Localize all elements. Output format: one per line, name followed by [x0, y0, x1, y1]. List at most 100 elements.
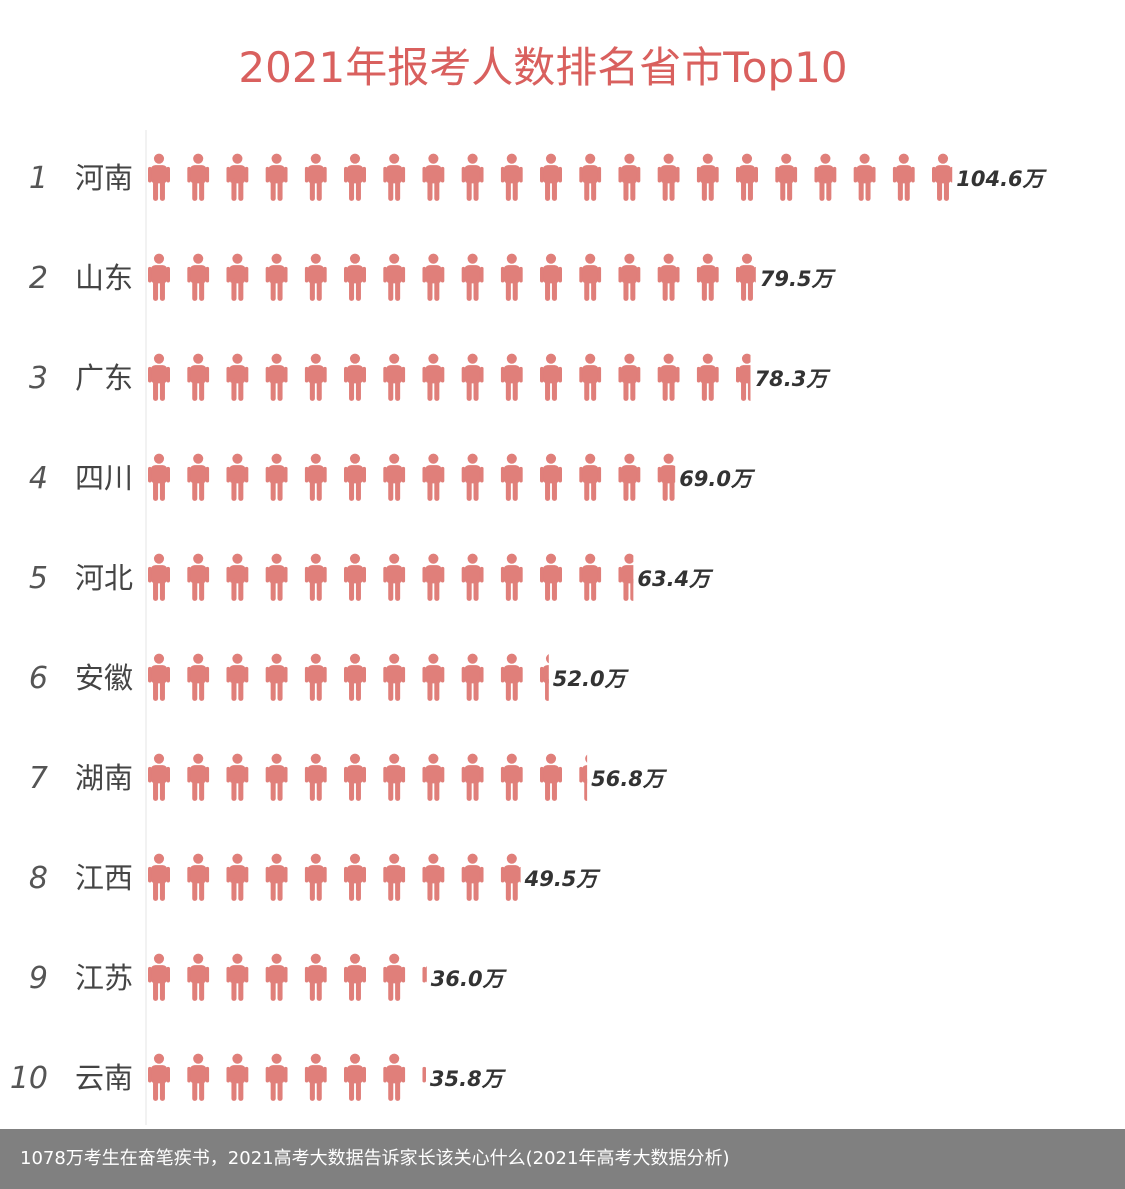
person-icon [344, 953, 366, 1001]
category-label: 广东 [75, 361, 133, 395]
person-icon [422, 753, 445, 801]
category-label: 河南 [75, 161, 133, 195]
person-icon [226, 1053, 249, 1101]
row-4: 4 四川 69.0万 [29, 453, 756, 501]
person-icon [344, 1053, 366, 1101]
person-icon [500, 153, 523, 201]
person-icon [148, 953, 170, 1001]
person-icon [187, 953, 210, 1001]
person-icon [422, 653, 445, 701]
person-icon [226, 953, 249, 1001]
person-icon [148, 553, 170, 601]
category-label: 云南 [75, 1061, 133, 1095]
person-icon [579, 153, 602, 201]
rank-label: 9 [29, 961, 48, 996]
row-10: 10 云南 35.8万 [10, 1053, 507, 1101]
person-icon [148, 353, 170, 401]
person-icon [304, 453, 327, 501]
person-icon [422, 153, 445, 201]
rank-label: 1 [29, 161, 48, 196]
person-icon [540, 753, 562, 801]
person-icon [344, 453, 366, 501]
person-icon [148, 1053, 170, 1101]
person-icon [500, 353, 523, 401]
person-icon [344, 153, 366, 201]
person-icon [579, 253, 602, 301]
person-icon [304, 1053, 327, 1101]
person-icon [383, 453, 406, 501]
value-label: 56.8万 [591, 767, 668, 791]
person-icon [344, 853, 366, 901]
person-icon [696, 153, 719, 201]
person-icon [187, 653, 210, 701]
person-icon [500, 553, 523, 601]
person-icon [304, 553, 327, 601]
rank-label: 10 [10, 1061, 48, 1096]
person-icon [736, 153, 758, 201]
person-icon [579, 553, 602, 601]
person-icon [383, 253, 406, 301]
person-icon [304, 153, 327, 201]
person-icon [187, 853, 210, 901]
person-icon [304, 353, 327, 401]
person-icon [422, 353, 445, 401]
value-label: 49.5万 [524, 867, 602, 891]
rank-label: 3 [29, 361, 48, 396]
person-icon [422, 253, 445, 301]
person-icon [265, 853, 288, 901]
row-6: 6 安徽 52.0万 [29, 653, 630, 701]
row-9: 9 江苏 36.0万 [29, 953, 508, 1001]
category-label: 湖南 [75, 761, 133, 795]
person-icon [265, 753, 288, 801]
person-icon [344, 253, 366, 301]
person-icon [226, 253, 249, 301]
person-icon [226, 153, 249, 201]
person-icon [657, 153, 680, 201]
person-icon [540, 253, 562, 301]
person-icon [461, 253, 484, 301]
person-icon [344, 353, 366, 401]
category-label: 山东 [75, 261, 133, 295]
person-icon [657, 253, 680, 301]
category-label: 安徽 [75, 661, 133, 695]
person-icon [226, 553, 249, 601]
person-icon [304, 953, 327, 1001]
person-icon [500, 853, 521, 901]
person-icon [265, 453, 288, 501]
value-label: 36.0万 [431, 967, 508, 991]
rank-label: 4 [29, 461, 48, 496]
person-icon [540, 153, 562, 201]
person-icon [383, 553, 406, 601]
person-icon [540, 453, 562, 501]
person-icon [618, 153, 641, 201]
person-icon [618, 453, 641, 501]
person-icon [422, 453, 445, 501]
rank-label: 5 [29, 561, 48, 596]
person-icon [304, 653, 327, 701]
person-icon [148, 253, 170, 301]
person-icon [461, 353, 484, 401]
person-icon [265, 153, 288, 201]
person-icon [265, 353, 288, 401]
person-icon [579, 353, 602, 401]
row-3: 3 广东 78.3万 [29, 353, 831, 401]
person-icon [461, 653, 484, 701]
row-1: 1 河南 104.6万 [29, 153, 1048, 201]
person-icon [265, 953, 288, 1001]
person-icon [657, 453, 676, 501]
person-icon [187, 553, 210, 601]
person-icon [618, 253, 641, 301]
value-label: 69.0万 [679, 467, 756, 491]
rank-label: 2 [29, 261, 48, 296]
person-icon [696, 353, 719, 401]
person-icon [932, 153, 953, 201]
person-icon [226, 653, 249, 701]
person-icon [304, 753, 327, 801]
person-icon [265, 253, 288, 301]
category-label: 江苏 [75, 961, 133, 995]
person-icon [657, 353, 680, 401]
person-icon [422, 553, 445, 601]
person-icon [383, 353, 406, 401]
person-icon [500, 253, 523, 301]
person-icon [383, 753, 406, 801]
